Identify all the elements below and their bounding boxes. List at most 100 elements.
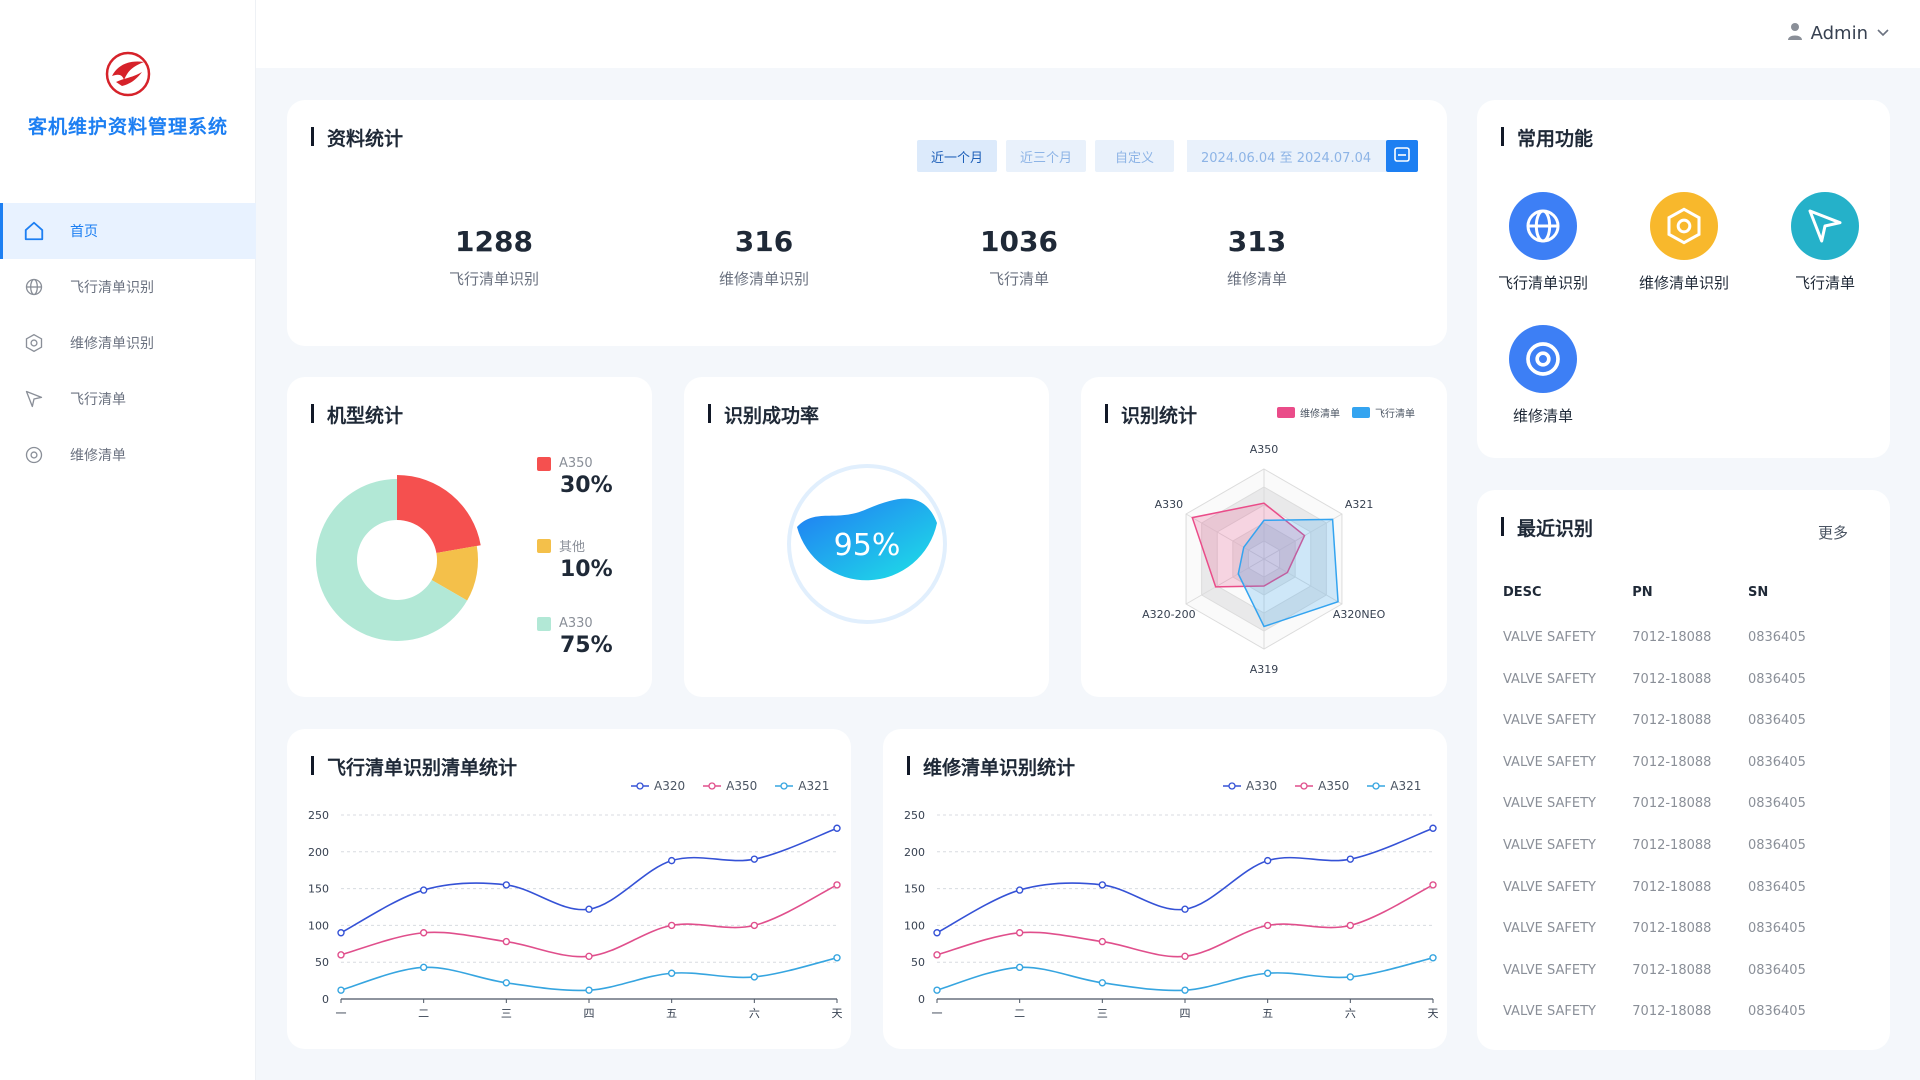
radar-axis-line [1185,513,1265,560]
quick-maintenance-recognition-button[interactable]: 维修清单识别 [1624,192,1744,293]
cell-desc: VALVE SAFETY [1503,879,1596,895]
legend-name: 飞行清单 [1375,409,1415,420]
table-row[interactable]: VALVE SAFETY 7012-18088 0836405 [1503,963,1833,978]
range-custom-button[interactable]: 自定义 [1095,140,1175,172]
data-point [1181,986,1189,994]
data-point [1015,886,1024,894]
legend-item: A321 [775,779,829,793]
line-legend: A320 A350 A321 [631,779,829,793]
data-point [502,937,511,946]
range-quarter-button[interactable]: 近三个月 [1006,140,1087,172]
user-menu[interactable]: Admin [1787,22,1890,45]
table-row[interactable]: VALVE SAFETY 7012-18088 0836405 [1503,1004,1833,1019]
data-point [1181,905,1189,913]
cell-pn: 7012-18088 [1632,838,1712,853]
data-point [667,921,676,930]
legend-item-flight: 飞行清单 [1352,405,1415,420]
target-icon [22,443,46,467]
data-point [1098,881,1107,889]
legend-item-other: 其他 10% [537,536,613,582]
cell-pn: 7012-18088 [1632,962,1712,978]
data-point [933,951,941,959]
hexagon-icon [22,331,46,355]
topbar: Admin [256,0,1920,68]
range-month-button[interactable]: 近一个月 [917,140,998,172]
line-chart: 0 50 100 150 200 250 一 二 三 四 五 六 天 [904,809,1439,1020]
sidebar-item-flight-list[interactable]: 飞行清单 [0,371,256,427]
table-row[interactable]: VALVE SAFETY 7012-18088 0836405 [1503,713,1833,728]
table-row[interactable]: VALVE SAFETY 7012-18088 0836405 [1503,921,1833,936]
table-row[interactable]: VALVE SAFETY 7012-18088 0836405 [1503,755,1833,770]
data-point [337,986,345,994]
maintenance-recognition-chart-card: 维修清单识别统计 A330 A350 A321 0 50 100 150 200 250 一… [883,729,1447,1049]
data-point [1181,952,1189,961]
cell-sn: 0836405 [1747,754,1806,770]
stats-card: 资料统计 近一个月 近三个月 自定义 2024.06.04 至 2024.07.… [287,100,1447,346]
cell-pn: 7012-18088 [1632,713,1712,729]
legend-swatch [537,538,551,553]
data-point [1263,921,1272,930]
cell-sn: 0836405 [1747,962,1806,978]
data-point [1098,979,1107,987]
cell-sn: 0836405 [1747,713,1806,729]
cell-desc: VALVE SAFETY [1503,630,1596,645]
quick-maintenance-list-button[interactable]: 维修清单 [1483,325,1603,426]
user-icon [1787,22,1803,45]
send-icon [22,387,46,411]
data-point [833,954,841,962]
legend-name: A330 [1246,779,1278,793]
success-rate-gauge: 95% [787,464,947,624]
x-tick-label: 天 [1428,1007,1439,1020]
home-icon [22,219,46,243]
x-tick-label: 二 [1014,1007,1025,1020]
calendar-button[interactable] [1386,140,1418,172]
sidebar-item-flight-recognition[interactable]: 飞行清单识别 [0,259,256,315]
card-title: 常用功能 [1501,124,1593,151]
data-point [1429,824,1437,832]
stat-value: 1036 [980,225,1058,258]
radar-axis-line [1263,513,1343,560]
x-tick-label: 一 [336,1007,347,1020]
legend-marker [1367,779,1386,793]
brand: 客机维护资料管理系统 [0,50,256,139]
stat-flight-list: 1036 飞行清单 [919,225,1119,289]
cell-pn: 7012-18088 [1632,1004,1712,1020]
radar-axis-label: A350 [1250,443,1279,456]
sidebar-item-maintenance-recognition[interactable]: 维修清单识别 [0,315,256,371]
sidebar-item-home[interactable]: 首页 [0,203,256,259]
data-point [750,973,759,981]
sidebar-nav: 首页 飞行清单识别 维修清单识别 飞行清单 维修清单 [0,203,256,483]
date-range-input[interactable]: 2024.06.04 至 2024.07.04 [1187,140,1387,172]
table-row[interactable]: VALVE SAFETY 7012-18088 0836405 [1503,796,1833,811]
legend-item: A320 [631,779,685,793]
legend-name: A330 [559,616,593,631]
airline-logo-icon [104,50,152,98]
more-link[interactable]: 更多 [1817,524,1848,542]
send-icon [1791,192,1859,260]
cell-pn: 7012-18088 [1632,879,1712,895]
wave-fill [797,498,937,581]
x-tick-label: 五 [666,1007,677,1020]
legend-marker [631,779,649,793]
data-point [667,969,676,977]
table-row[interactable]: VALVE SAFETY 7012-18088 0836405 [1503,672,1833,687]
table-row[interactable]: VALVE SAFETY 7012-18088 0836405 [1503,880,1833,895]
quick-flight-recognition-button[interactable]: 飞行清单识别 [1483,192,1603,293]
cell-sn: 0836405 [1747,630,1806,645]
y-tick-label: 0 [322,993,329,1006]
quick-flight-list-button[interactable]: 飞行清单 [1765,192,1885,293]
radar-legend: 维修清单 飞行清单 [1277,405,1415,420]
legend-name: A350 [726,779,758,793]
table-row[interactable]: VALVE SAFETY 7012-18088 0836405 [1503,630,1833,645]
card-title: 识别统计 [1105,401,1197,428]
data-point [1346,973,1355,981]
data-point [419,886,428,894]
data-point [1346,855,1355,863]
cell-desc: VALVE SAFETY [1503,754,1596,770]
legend-item-maintenance: 维修清单 [1277,405,1340,420]
legend-item: A350 [703,779,757,793]
success-rate-card: 识别成功率 95% [684,377,1049,697]
sidebar-item-maintenance-list[interactable]: 维修清单 [0,427,256,483]
table-row[interactable]: VALVE SAFETY 7012-18088 0836405 [1503,838,1833,853]
legend-value: 10% [560,557,613,582]
